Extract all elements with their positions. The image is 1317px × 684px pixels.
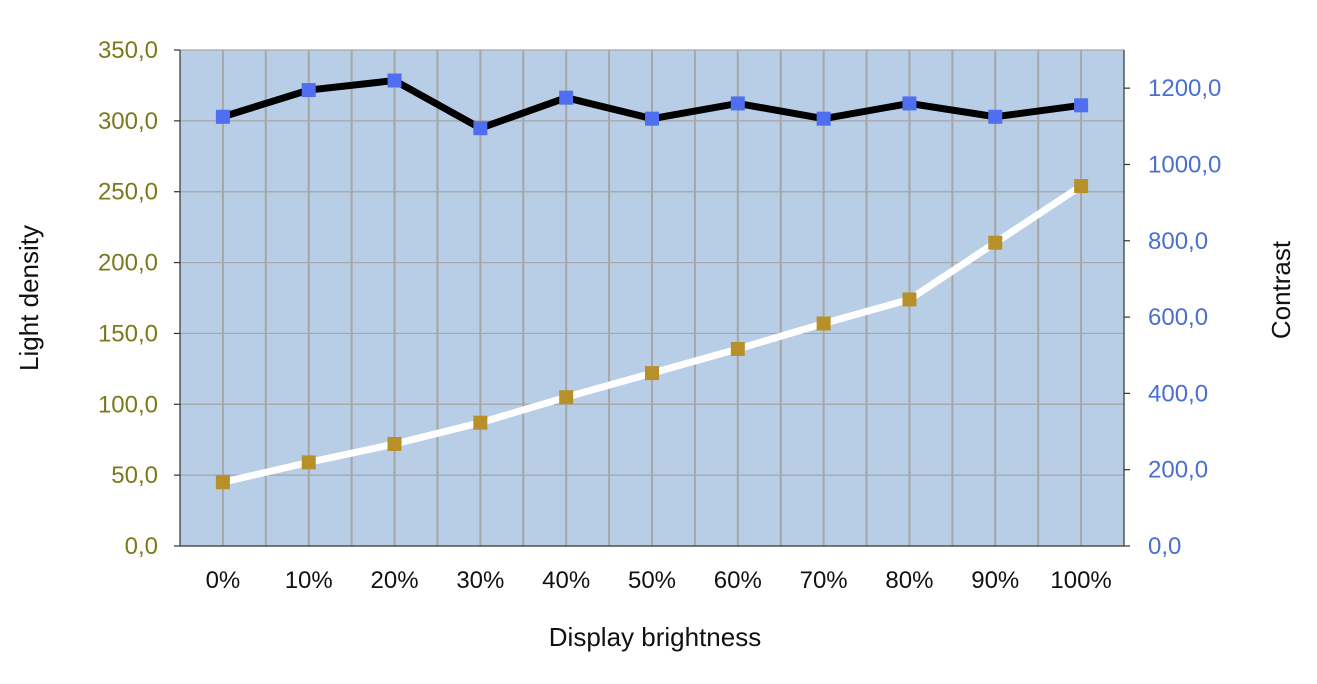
- y-left-tick-label: 150,0: [98, 320, 158, 347]
- y-left-tick-label: 350,0: [98, 37, 158, 64]
- series-point-right: [645, 111, 659, 126]
- y-right-tick-label: 800,0: [1148, 228, 1208, 255]
- series-point-right: [902, 96, 917, 111]
- y-right-tick-label: 600,0: [1148, 304, 1208, 331]
- series-point-left: [387, 436, 402, 451]
- y-left-tick-label: 200,0: [98, 250, 158, 277]
- x-tick-label: 100%: [1050, 567, 1111, 594]
- series-point-right: [387, 73, 402, 88]
- x-axis-ticks: 0% 10% 20% 30% 40% 50% 60% 70% 80% 90% 100%: [206, 567, 1112, 594]
- y-left-tick-label: 50,0: [111, 462, 158, 489]
- x-tick-label: 80%: [885, 567, 933, 594]
- y-right-tick-label: 400,0: [1148, 380, 1208, 407]
- series-point-left: [730, 342, 745, 357]
- series-point-left: [1074, 179, 1089, 194]
- x-tick-label: 70%: [800, 567, 848, 594]
- series-point-right: [988, 109, 1003, 124]
- series-point-left: [473, 415, 488, 430]
- series-point-right: [730, 96, 745, 111]
- series-point-right: [301, 83, 316, 98]
- y-left-tick-label: 0,0: [125, 533, 158, 560]
- series-point-left: [559, 390, 574, 405]
- series-point-left: [301, 455, 316, 470]
- series-point-left: [645, 366, 659, 381]
- x-tick-label: 0%: [206, 567, 241, 594]
- x-axis-title: Display brightness: [549, 622, 761, 652]
- series-point-right: [1074, 98, 1089, 113]
- x-tick-label: 30%: [456, 567, 504, 594]
- x-tick-label: 90%: [971, 567, 1019, 594]
- x-tick-label: 20%: [371, 567, 419, 594]
- axes: [179, 50, 1125, 547]
- y-right-tick-label: 1200,0: [1148, 75, 1221, 102]
- series-point-right: [816, 111, 831, 126]
- gridlines: [180, 49, 1124, 546]
- series-point-left: [988, 235, 1003, 250]
- series-point-left: [902, 292, 917, 307]
- x-tick-label: 50%: [628, 567, 676, 594]
- series-layer: [215, 73, 1089, 490]
- x-tick-label: 10%: [285, 567, 333, 594]
- series-point-right: [559, 90, 574, 105]
- x-tick-label: 60%: [714, 567, 762, 594]
- y-axis-right-title: Contrast: [1266, 240, 1296, 339]
- series-point-left: [816, 316, 831, 331]
- y-axis-left-title: Light density: [14, 225, 44, 371]
- y-right-tick-label: 0,0: [1148, 533, 1181, 560]
- x-tick-label: 40%: [542, 567, 590, 594]
- y-right-tick-label: 1000,0: [1148, 151, 1221, 178]
- y-left-tick-label: 300,0: [98, 108, 158, 135]
- y-right-tick-label: 200,0: [1148, 457, 1208, 484]
- series-point-right: [473, 121, 488, 136]
- y-left-tick-label: 100,0: [98, 391, 158, 418]
- right-axis-ticks: 0,0 200,0 400,0 600,0 800,0 1000,0 1200,0: [1124, 75, 1221, 560]
- series-point-left: [215, 475, 230, 490]
- left-axis-ticks: 0,0 50,0 100,0 150,0 200,0 250,0 300,0 350,0: [98, 37, 180, 560]
- series-point-right: [215, 109, 230, 124]
- y-left-tick-label: 250,0: [98, 179, 158, 206]
